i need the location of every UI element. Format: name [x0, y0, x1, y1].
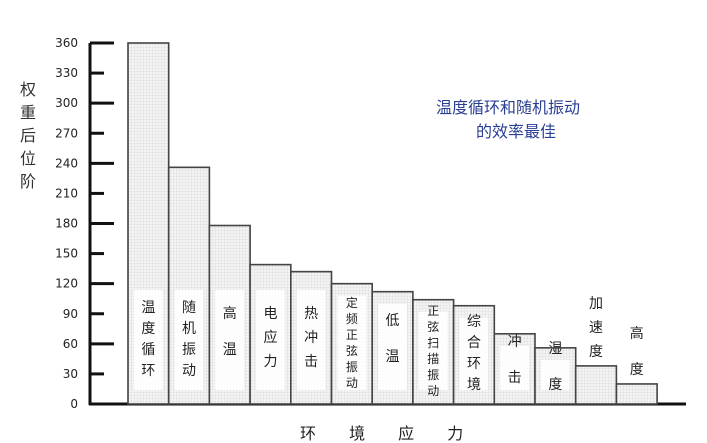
bar-label: 加速度 [589, 296, 603, 360]
bar-label: 冲击 [508, 334, 522, 386]
bar-label: 随机振动 [182, 300, 196, 379]
x-axis-title: 环 境 应 力 [300, 424, 478, 443]
y-tick-label: 60 [63, 337, 78, 351]
y-tick-label: 0 [70, 397, 78, 411]
bar-label-box [418, 311, 448, 390]
y-tick-label: 180 [55, 217, 78, 231]
bar [574, 365, 618, 405]
bar-label: 温度循环 [141, 300, 155, 379]
bar-label: 综合环境 [467, 314, 481, 393]
annotation-line-1: 温度循环和随机振动 [435, 98, 580, 117]
y-tick-label: 90 [63, 307, 78, 321]
bar-label: 正弦扫描振动 [427, 304, 439, 398]
bar-label-box [256, 290, 285, 390]
bar-label-box [337, 295, 367, 390]
bar-label-box [459, 317, 489, 390]
y-tick-label: 240 [55, 156, 78, 170]
bar-label-box [215, 290, 245, 390]
y-tick-label: 30 [63, 367, 78, 381]
y-tick-label: 210 [55, 186, 78, 200]
bar-label: 湿度 [548, 341, 562, 393]
bar-label-box [500, 345, 529, 390]
bar-label: 定频正弦振动 [346, 295, 358, 390]
y-axis-title: 权重后位阶 [19, 80, 36, 191]
bar-label: 高温 [223, 305, 237, 358]
y-tick-label: 150 [55, 247, 78, 261]
bar-label-box [541, 359, 570, 390]
bar-label-box [296, 290, 326, 390]
bar-label: 高度 [630, 325, 644, 378]
y-tick-label: 360 [55, 36, 78, 50]
annotation: 温度循环和随机振动 的效率最佳 [340, 96, 580, 144]
y-tick-label: 330 [55, 66, 78, 80]
bar-label-box [174, 290, 204, 390]
y-tick-label: 300 [55, 96, 78, 110]
y-tick-label: 270 [55, 126, 78, 140]
bar-label-box [378, 303, 407, 390]
y-tick-label: 120 [55, 277, 78, 291]
annotation-line-2: 的效率最佳 [475, 122, 556, 141]
bar-label: 低温 [386, 313, 400, 365]
bar [615, 383, 658, 405]
bar-label-box [134, 290, 163, 390]
bar-label: 电应力 [263, 306, 277, 370]
bar-label: 热冲击 [304, 306, 318, 370]
